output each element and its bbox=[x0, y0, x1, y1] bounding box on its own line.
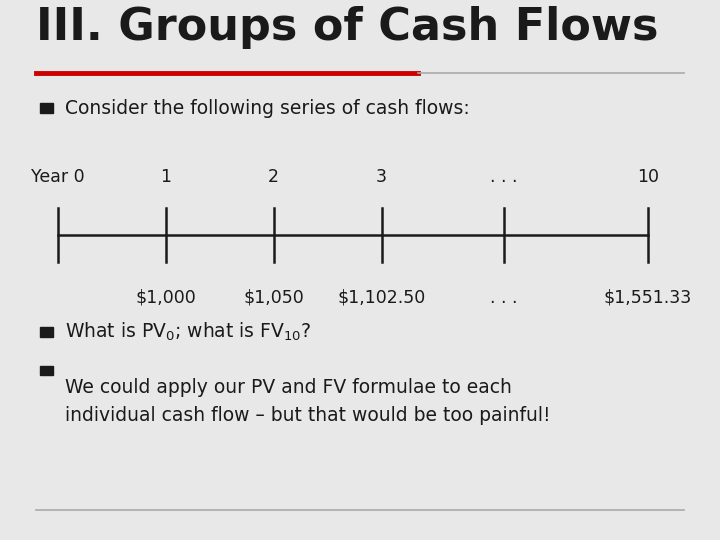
Text: 3: 3 bbox=[376, 168, 387, 186]
Bar bbox=[40, 327, 53, 337]
Text: $1,102.50: $1,102.50 bbox=[338, 289, 426, 307]
Text: $1,050: $1,050 bbox=[243, 289, 304, 307]
Text: 1: 1 bbox=[160, 168, 171, 186]
Text: $1,000: $1,000 bbox=[135, 289, 196, 307]
Bar bbox=[40, 366, 53, 375]
Text: What is PV$_0$; what is FV$_{10}$?: What is PV$_0$; what is FV$_{10}$? bbox=[65, 321, 311, 343]
Bar bbox=[40, 103, 53, 113]
Text: Consider the following series of cash flows:: Consider the following series of cash fl… bbox=[65, 98, 469, 118]
Text: III. Groups of Cash Flows: III. Groups of Cash Flows bbox=[36, 5, 659, 49]
Text: 10: 10 bbox=[637, 168, 659, 186]
Text: $1,551.33: $1,551.33 bbox=[604, 289, 692, 307]
Text: . . .: . . . bbox=[490, 289, 518, 307]
Text: Year 0: Year 0 bbox=[31, 168, 84, 186]
Text: . . .: . . . bbox=[490, 168, 518, 186]
Text: 2: 2 bbox=[268, 168, 279, 186]
Text: We could apply our PV and FV formulae to each
individual cash flow – but that wo: We could apply our PV and FV formulae to… bbox=[65, 378, 550, 425]
